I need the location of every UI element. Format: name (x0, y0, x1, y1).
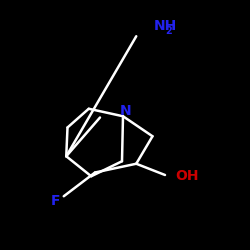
Text: N: N (120, 104, 131, 118)
Text: F: F (50, 194, 60, 208)
Text: 2: 2 (165, 26, 172, 36)
Text: OH: OH (175, 169, 199, 183)
Text: NH: NH (154, 19, 177, 33)
